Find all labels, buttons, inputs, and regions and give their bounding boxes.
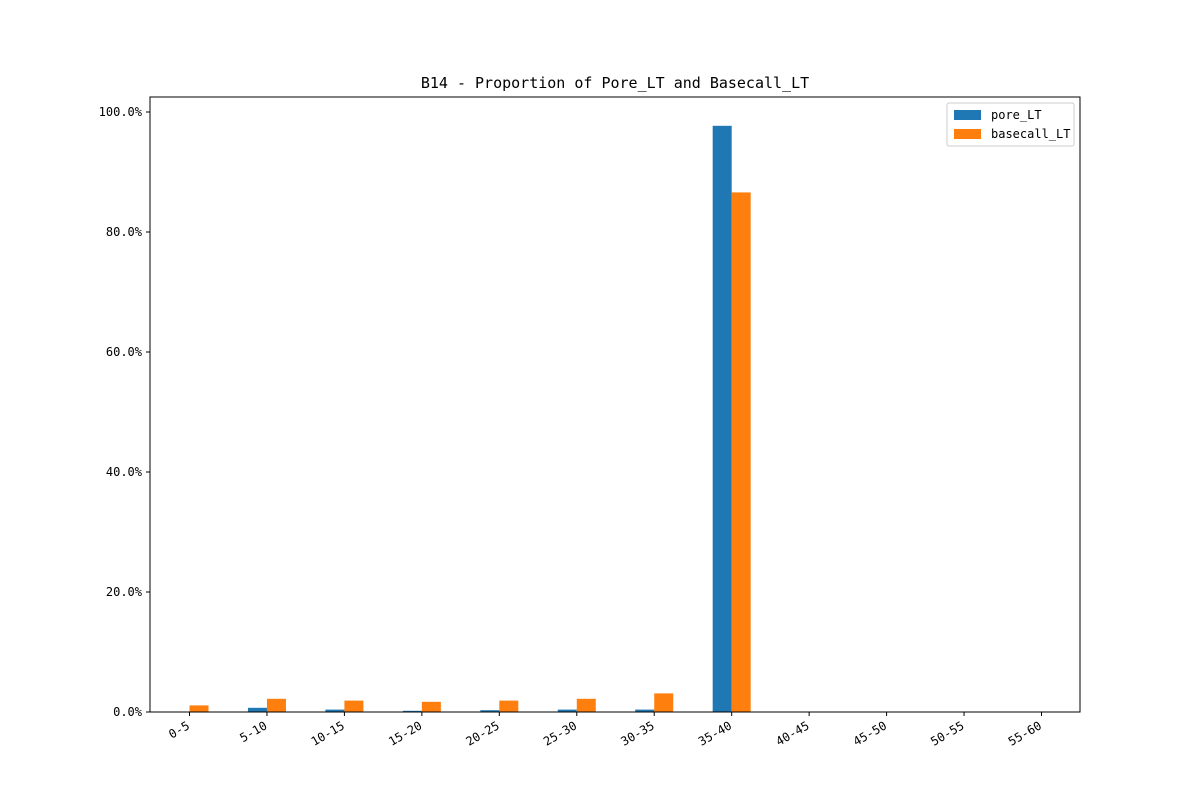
bar-pore_LT-35-40: [712, 125, 732, 713]
bar-basecall_LT-20-25: [499, 700, 519, 712]
y-tick-label: 20.0%: [106, 585, 143, 599]
axes-frame: [149, 96, 1081, 713]
y-tick-label: 60.0%: [106, 345, 143, 359]
legend-label-pore_LT: pore_LT: [991, 108, 1042, 122]
y-tick-label: 40.0%: [106, 465, 143, 479]
bar-pore_LT-25-30: [557, 709, 577, 712]
y-tick-label: 0.0%: [113, 705, 143, 719]
bar-basecall_LT-35-40: [731, 192, 751, 712]
legend-label-basecall_LT: basecall_LT: [991, 127, 1070, 141]
y-tick-label: 100.0%: [99, 105, 143, 119]
legend-swatch-basecall_LT: [954, 129, 981, 139]
bar-basecall_LT-10-15: [344, 700, 364, 712]
bar-pore_LT-10-15: [325, 709, 345, 712]
plot-area: [149, 96, 1081, 713]
bar-basecall_LT-25-30: [576, 698, 596, 712]
bar-basecall_LT-30-35: [654, 693, 674, 712]
legend-swatch-pore_LT: [954, 110, 981, 120]
bar-basecall_LT-5-10: [266, 698, 286, 712]
bar-pore_LT-5-10: [247, 707, 267, 712]
chart-title: B14 - Proportion of Pore_LT and Basecall…: [421, 74, 809, 92]
bar-pore_LT-15-20: [402, 710, 422, 712]
bar-basecall_LT-15-20: [421, 701, 441, 712]
y-axis: 0.0% 20.0% 40.0% 60.0% 80.0% 100.0%: [99, 105, 150, 719]
bar-pore_LT-20-25: [480, 710, 500, 712]
y-tick-label: 80.0%: [106, 225, 143, 239]
bar-pore_LT-30-35: [635, 709, 655, 712]
legend: pore_LT basecall_LT: [946, 102, 1075, 147]
bar-basecall_LT-0-5: [189, 705, 209, 712]
